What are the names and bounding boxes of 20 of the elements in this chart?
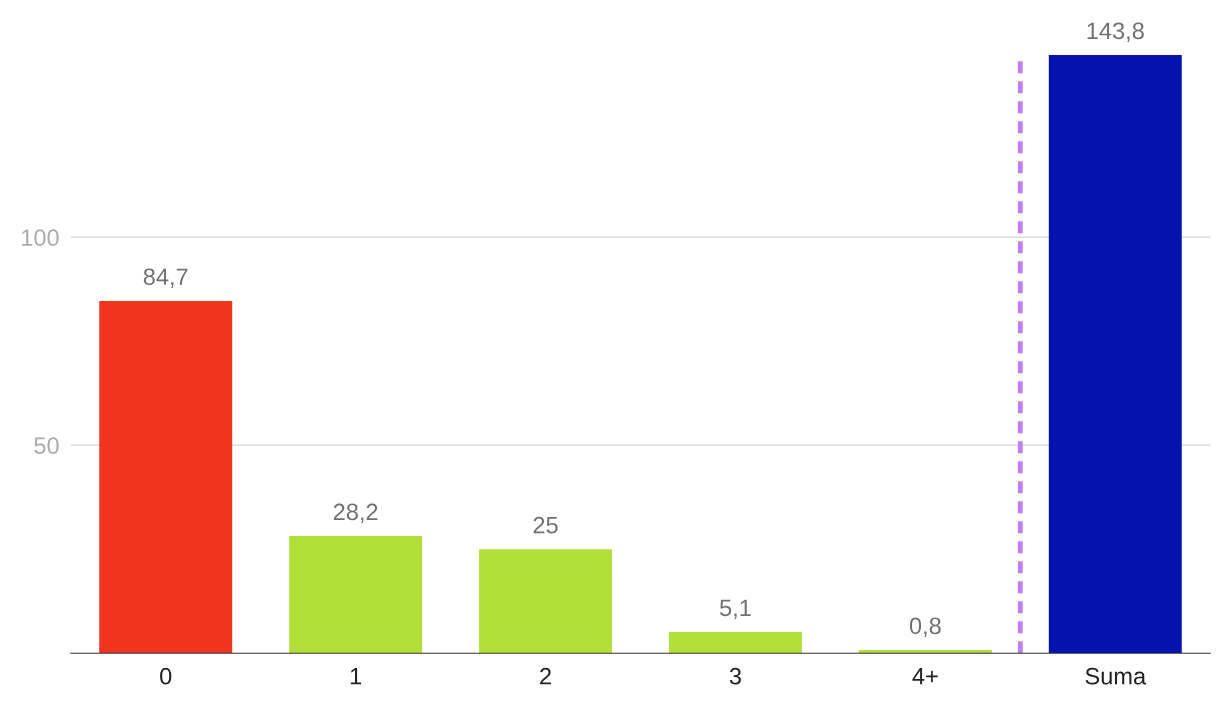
data-label: 143,8 <box>1087 22 1144 42</box>
bar <box>99 300 233 654</box>
data-label: 0,8 <box>909 617 941 637</box>
x-tick-label: 1 <box>350 668 362 685</box>
data-label: 25 <box>533 516 558 534</box>
y-tick-label: 50 <box>34 437 59 455</box>
x-tick-label: 0 <box>160 667 172 685</box>
data-label: 5,1 <box>719 599 751 620</box>
x-tick-label: 2 <box>540 667 551 685</box>
bar <box>1048 54 1182 654</box>
bar <box>479 549 613 654</box>
x-tick-label: 4+ <box>912 668 938 685</box>
data-label: 28,2 <box>333 503 378 523</box>
data-label: 84,7 <box>143 268 188 288</box>
y-tick-label: 100 <box>22 229 59 247</box>
bar <box>668 632 802 654</box>
bar <box>858 649 992 654</box>
x-tick-label: Suma <box>1085 667 1147 685</box>
bar <box>289 535 423 654</box>
x-tick-label: 3 <box>729 667 741 685</box>
